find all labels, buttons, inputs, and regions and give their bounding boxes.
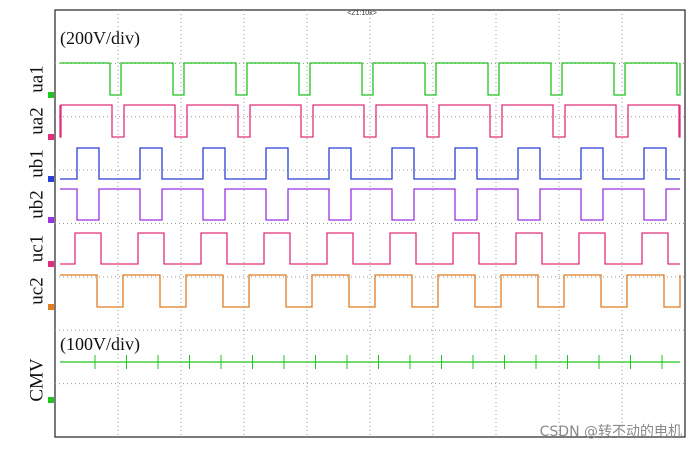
scale-label: (100V/div) [60,334,140,355]
waveform [60,232,680,265]
waveform [59,104,681,138]
waveforms [48,62,681,403]
channel-marker [48,261,54,267]
trace-label: CMV [26,358,47,402]
waveform [60,147,680,180]
watermark: CSDN @转不动的电机 [540,424,682,440]
timebase: <Z1:10k> [347,10,377,17]
waveform [60,62,681,96]
trace-labels: ua1 ua2 ub1 ub2 uc1 uc2 CMV [26,65,47,401]
trace-label: uc1 [26,235,47,262]
channel-marker [48,134,54,140]
channel-marker [48,92,54,98]
trace-label: ua1 [26,65,47,92]
channel-marker [48,217,54,223]
channel-marker [48,176,54,182]
scale-label: (200V/div) [60,28,140,49]
trace-label: ub2 [26,190,47,219]
trace-label: ua2 [26,107,47,134]
waveform [60,274,681,308]
channel-marker [48,397,54,403]
trace-label: uc2 [26,277,47,304]
waveform [60,188,680,221]
channel-marker [48,304,54,310]
trace-label: ub1 [26,149,47,178]
